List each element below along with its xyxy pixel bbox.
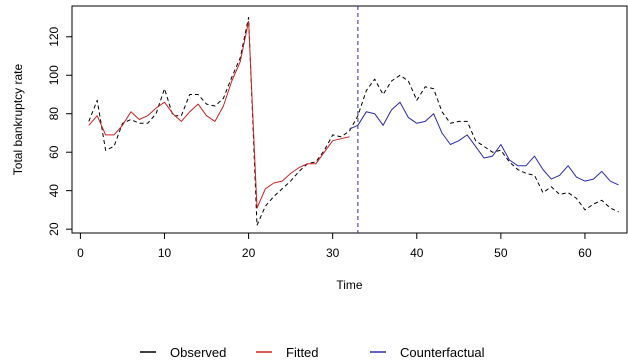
x-tick-label: 30 (326, 246, 340, 260)
y-tick-label: 80 (47, 107, 61, 121)
x-axis-title: Time (336, 278, 363, 292)
y-axis-title: Total bankruptcy rate (11, 63, 25, 175)
x-tick-label: 40 (410, 246, 424, 260)
y-tick-label: 100 (47, 65, 61, 85)
legend: Observed Fitted Counterfactual (140, 345, 485, 360)
legend-label-observed: Observed (170, 345, 226, 360)
series-line-counterfactual (349, 101, 619, 186)
series-layer (88, 6, 619, 233)
x-tick-label: 60 (578, 246, 592, 260)
series-line-observed (88, 17, 619, 226)
y-axis: 20 40 60 80 100 120 (47, 26, 72, 236)
legend-label-counterfactual: Counterfactual (400, 345, 485, 360)
x-tick-label: 50 (494, 246, 508, 260)
x-tick-label: 0 (77, 246, 84, 260)
y-tick-label: 120 (47, 26, 61, 46)
x-axis: 0 10 20 30 40 50 60 (77, 233, 592, 260)
y-tick-label: 20 (47, 222, 61, 236)
y-tick-label: 60 (47, 145, 61, 159)
plot-frame (71, 5, 628, 234)
legend-label-fitted: Fitted (286, 345, 319, 360)
plot-area (71, 5, 628, 234)
x-tick-label: 10 (158, 246, 172, 260)
x-tick-label: 20 (242, 246, 256, 260)
y-tick-label: 40 (47, 184, 61, 198)
series-line-fitted (88, 20, 350, 209)
